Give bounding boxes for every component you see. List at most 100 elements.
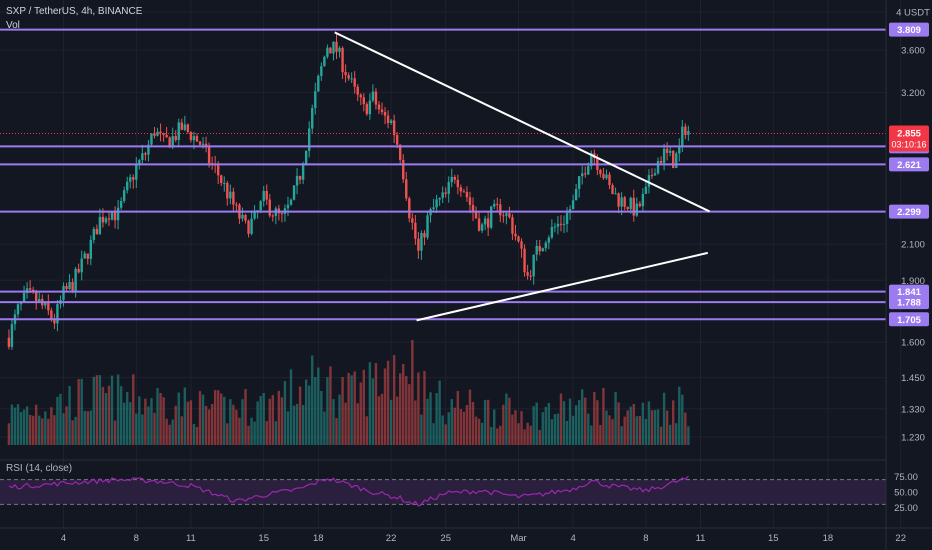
volume-bar: [362, 369, 365, 445]
price-axis[interactable]: 4 USDT 3.600 3.200 2.100 1.900 1.600 1.450 1.33…: [896, 8, 930, 444]
volume-bar: [28, 414, 32, 445]
candle: [116, 207, 120, 221]
candle: [138, 160, 141, 165]
candle: [511, 217, 514, 234]
volume-bar: [371, 378, 375, 445]
time-tick-label: 18: [313, 533, 324, 544]
time-tick-label: 25: [440, 533, 451, 544]
candle: [656, 161, 660, 174]
level-tag-label: 1.788: [897, 298, 921, 309]
candle: [335, 41, 338, 52]
candle: [447, 182, 450, 194]
candle: [623, 197, 626, 207]
volume-bar: [41, 418, 44, 445]
volume-bar: [577, 400, 581, 445]
volume-bar: [459, 409, 463, 445]
volume-bar: [210, 403, 214, 445]
candle: [668, 150, 672, 153]
candle: [271, 215, 274, 217]
volume-bar: [553, 414, 557, 445]
candle: [662, 148, 666, 163]
volume-bar: [644, 418, 648, 445]
time-tick-label: Mar: [510, 533, 526, 544]
candle: [423, 233, 426, 238]
volume-bar: [329, 366, 332, 445]
candle: [295, 175, 299, 186]
volume-bar: [565, 420, 569, 445]
candle: [80, 258, 83, 273]
volume-bar: [611, 419, 614, 445]
trendline[interactable]: [334, 31, 711, 213]
candle: [189, 131, 193, 141]
rsi-tick-label: 75.00: [894, 472, 918, 483]
volume-bar: [335, 418, 338, 445]
candle: [226, 182, 229, 199]
candle: [314, 91, 317, 109]
volume-bar: [641, 402, 645, 445]
candle: [350, 78, 353, 80]
candle: [150, 133, 153, 145]
volume-bar: [204, 406, 208, 445]
volume-bar: [314, 377, 317, 445]
candle: [223, 182, 226, 184]
volume-bar: [678, 386, 681, 445]
level-tag: [889, 22, 929, 37]
candle: [620, 197, 623, 207]
candle: [44, 302, 47, 306]
volume-bar: [250, 417, 253, 445]
volume-bar: [587, 413, 590, 445]
volume-bar: [274, 421, 278, 445]
volume-bar: [659, 426, 663, 445]
volume-bar: [584, 397, 587, 445]
candle: [435, 199, 438, 208]
volume-bar: [435, 393, 438, 445]
volume-bar: [326, 377, 329, 445]
volume-bar: [80, 378, 83, 445]
candle: [502, 215, 505, 217]
level-tag-label: 1.841: [897, 287, 921, 298]
candle: [526, 272, 529, 276]
volume-bar: [414, 400, 417, 445]
volume-bar: [499, 425, 502, 445]
volume-bar: [295, 403, 299, 445]
volume-bar: [89, 410, 92, 445]
candle: [129, 177, 132, 182]
volume-bar: [256, 401, 259, 445]
candle: [50, 310, 53, 319]
candle: [665, 148, 669, 153]
candle: [250, 218, 253, 234]
candle: [480, 224, 484, 231]
volume-bar: [141, 414, 144, 445]
candle: [647, 175, 651, 187]
time-axis[interactable]: 481115182225Mar481115182225: [61, 533, 932, 544]
candle: [359, 94, 362, 98]
volume-bar: [468, 389, 472, 445]
volume-bar: [341, 377, 344, 445]
price-tick-label: 1.450: [901, 373, 925, 384]
volume-bar: [132, 374, 135, 445]
volume-bar: [119, 386, 123, 445]
time-tick-label: 4: [570, 533, 575, 544]
candle: [141, 153, 144, 161]
volume-bar: [201, 394, 205, 445]
price-tick-label: 4 USDT: [896, 8, 930, 19]
candle: [83, 253, 86, 259]
volume-bar: [544, 406, 547, 445]
trendline[interactable]: [416, 251, 709, 322]
volume-bar: [311, 355, 314, 445]
candle: [456, 179, 460, 188]
time-tick-label: 15: [258, 533, 269, 544]
candle: [56, 304, 59, 324]
volume-bar: [289, 369, 293, 445]
candle: [320, 66, 323, 76]
volume-bar: [402, 364, 405, 445]
volume-bar: [493, 409, 496, 445]
candle: [614, 193, 617, 195]
volume-bar: [50, 407, 53, 445]
candle: [253, 211, 256, 219]
volume-bar: [207, 409, 211, 445]
volume-bar: [383, 368, 387, 445]
candle: [77, 268, 80, 273]
candle: [344, 72, 347, 76]
